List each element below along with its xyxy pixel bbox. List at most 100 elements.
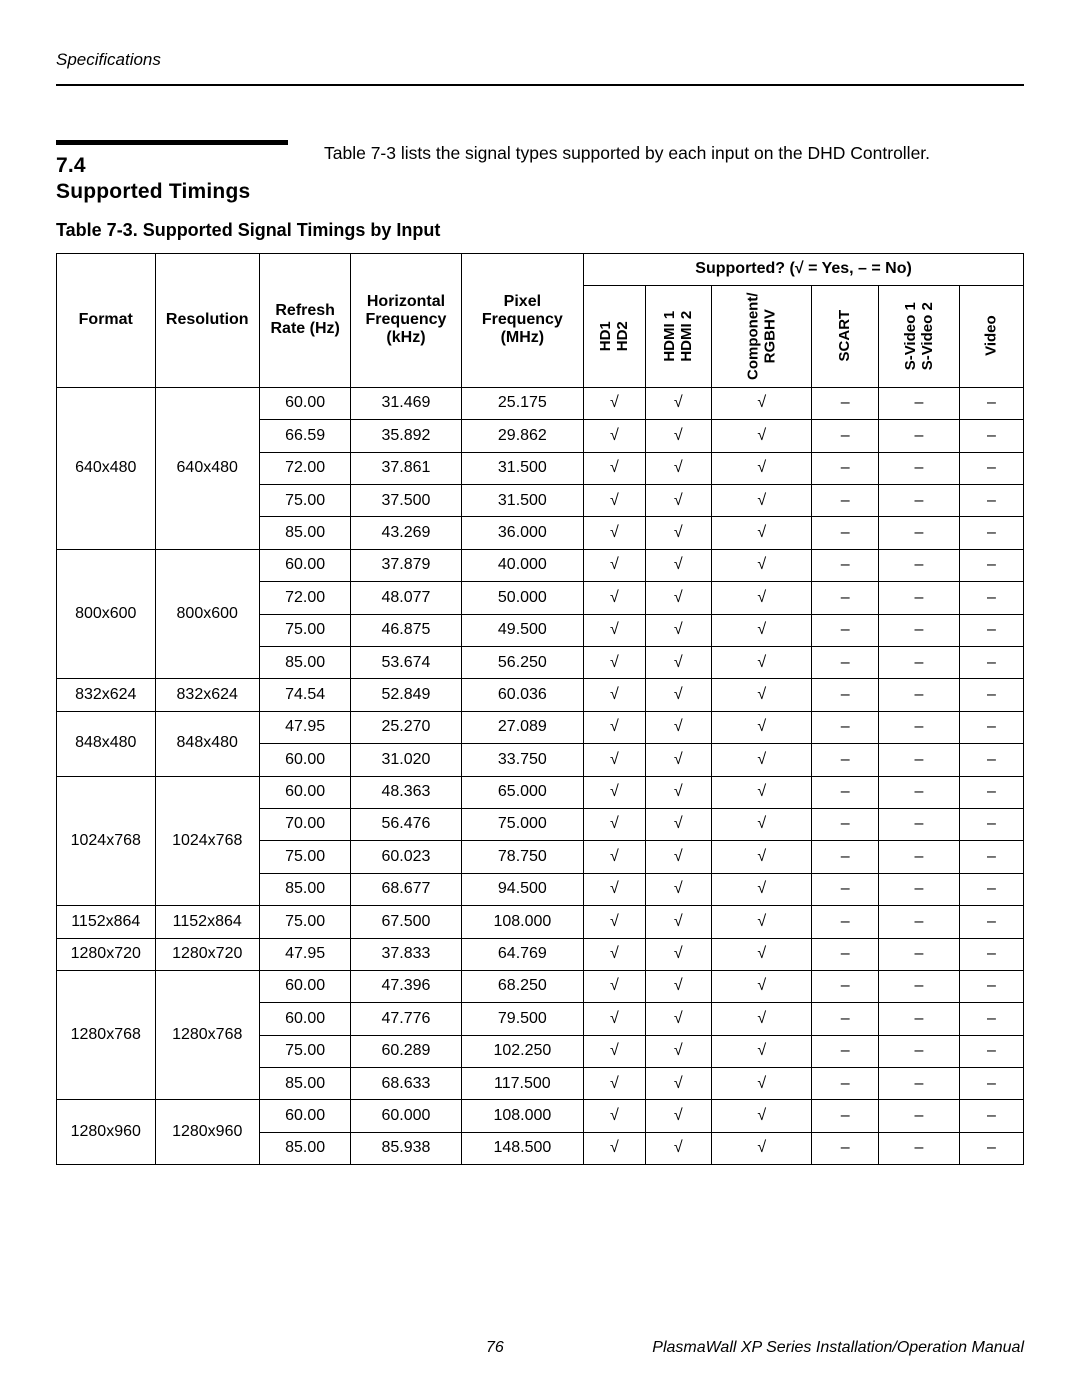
col-pfreq: Pixel Frequency (MHz) [461, 253, 584, 387]
cell-hdmi: √ [645, 1035, 711, 1067]
cell-component: √ [711, 1068, 812, 1100]
cell-video: – [960, 420, 1024, 452]
cell-hd: √ [584, 776, 646, 808]
cell-refresh: 60.00 [259, 1100, 350, 1132]
cell-component: √ [711, 711, 812, 743]
cell-svideo: – [878, 808, 959, 840]
cell-scart: – [812, 1068, 878, 1100]
cell-video: – [960, 647, 1024, 679]
cell-scart: – [812, 1003, 878, 1035]
cell-svideo: – [878, 1100, 959, 1132]
table-row: 848x480848x48047.9525.27027.089√√√––– [57, 711, 1024, 743]
cell-refresh: 85.00 [259, 517, 350, 549]
cell-pfreq: 33.750 [461, 744, 584, 776]
cell-svideo: – [878, 744, 959, 776]
table-caption: Table 7-3. Supported Signal Timings by I… [56, 220, 1024, 241]
cell-pfreq: 60.036 [461, 679, 584, 711]
cell-video: – [960, 485, 1024, 517]
cell-hd: √ [584, 420, 646, 452]
cell-component: √ [711, 582, 812, 614]
cell-hdmi: √ [645, 1003, 711, 1035]
col-hdmi: HDMI 1HDMI 2 [645, 285, 711, 387]
cell-hdmi: √ [645, 582, 711, 614]
cell-hfreq: 68.677 [351, 873, 461, 905]
cell-refresh: 60.00 [259, 776, 350, 808]
section-title: Supported Timings [56, 179, 288, 205]
cell-pfreq: 94.500 [461, 873, 584, 905]
cell-hd: √ [584, 679, 646, 711]
cell-scart: – [812, 938, 878, 970]
cell-svideo: – [878, 582, 959, 614]
cell-hfreq: 37.833 [351, 938, 461, 970]
cell-pfreq: 117.500 [461, 1068, 584, 1100]
cell-hd: √ [584, 906, 646, 938]
cell-resolution: 1152x864 [155, 906, 259, 938]
cell-hfreq: 37.500 [351, 485, 461, 517]
cell-component: √ [711, 420, 812, 452]
cell-hd: √ [584, 1035, 646, 1067]
cell-hd: √ [584, 387, 646, 419]
cell-scart: – [812, 970, 878, 1002]
cell-hdmi: √ [645, 906, 711, 938]
table-row: 1280x9601280x96060.0060.000108.000√√√––– [57, 1100, 1024, 1132]
cell-hfreq: 47.396 [351, 970, 461, 1002]
cell-scart: – [812, 841, 878, 873]
cell-pfreq: 68.250 [461, 970, 584, 1002]
cell-video: – [960, 517, 1024, 549]
table-row: 640x480640x48060.0031.46925.175√√√––– [57, 387, 1024, 419]
cell-pfreq: 29.862 [461, 420, 584, 452]
cell-pfreq: 65.000 [461, 776, 584, 808]
supported-group-header: Supported? (√ = Yes, – = No) [584, 253, 1024, 285]
cell-pfreq: 50.000 [461, 582, 584, 614]
cell-component: √ [711, 938, 812, 970]
cell-video: – [960, 841, 1024, 873]
cell-refresh: 85.00 [259, 873, 350, 905]
cell-component: √ [711, 808, 812, 840]
cell-scart: – [812, 711, 878, 743]
page-number: 76 [486, 1339, 504, 1357]
cell-component: √ [711, 1035, 812, 1067]
cell-refresh: 75.00 [259, 906, 350, 938]
cell-scart: – [812, 1100, 878, 1132]
cell-format: 1152x864 [57, 906, 156, 938]
cell-format: 1024x768 [57, 776, 156, 906]
section-thick-rule [56, 140, 288, 145]
cell-video: – [960, 1035, 1024, 1067]
cell-svideo: – [878, 873, 959, 905]
cell-scart: – [812, 808, 878, 840]
cell-hd: √ [584, 1068, 646, 1100]
cell-component: √ [711, 549, 812, 581]
cell-pfreq: 108.000 [461, 1100, 584, 1132]
table-body: 640x480640x48060.0031.46925.175√√√–––66.… [57, 387, 1024, 1164]
cell-component: √ [711, 452, 812, 484]
cell-hdmi: √ [645, 387, 711, 419]
cell-refresh: 72.00 [259, 452, 350, 484]
col-format: Format [57, 253, 156, 387]
cell-hdmi: √ [645, 744, 711, 776]
cell-svideo: – [878, 647, 959, 679]
cell-component: √ [711, 1003, 812, 1035]
cell-pfreq: 31.500 [461, 452, 584, 484]
cell-hfreq: 60.289 [351, 1035, 461, 1067]
cell-scart: – [812, 485, 878, 517]
table-row: 1280x7201280x72047.9537.83364.769√√√––– [57, 938, 1024, 970]
cell-hd: √ [584, 582, 646, 614]
cell-video: – [960, 1003, 1024, 1035]
cell-scart: – [812, 614, 878, 646]
col-resolution: Resolution [155, 253, 259, 387]
cell-refresh: 75.00 [259, 485, 350, 517]
cell-resolution: 1280x768 [155, 970, 259, 1100]
cell-svideo: – [878, 711, 959, 743]
cell-hfreq: 31.020 [351, 744, 461, 776]
cell-hd: √ [584, 744, 646, 776]
cell-video: – [960, 808, 1024, 840]
cell-hfreq: 60.023 [351, 841, 461, 873]
cell-hfreq: 48.077 [351, 582, 461, 614]
cell-hfreq: 37.879 [351, 549, 461, 581]
cell-scart: – [812, 1035, 878, 1067]
cell-hdmi: √ [645, 711, 711, 743]
cell-pfreq: 108.000 [461, 906, 584, 938]
cell-hfreq: 60.000 [351, 1100, 461, 1132]
cell-component: √ [711, 517, 812, 549]
cell-svideo: – [878, 549, 959, 581]
